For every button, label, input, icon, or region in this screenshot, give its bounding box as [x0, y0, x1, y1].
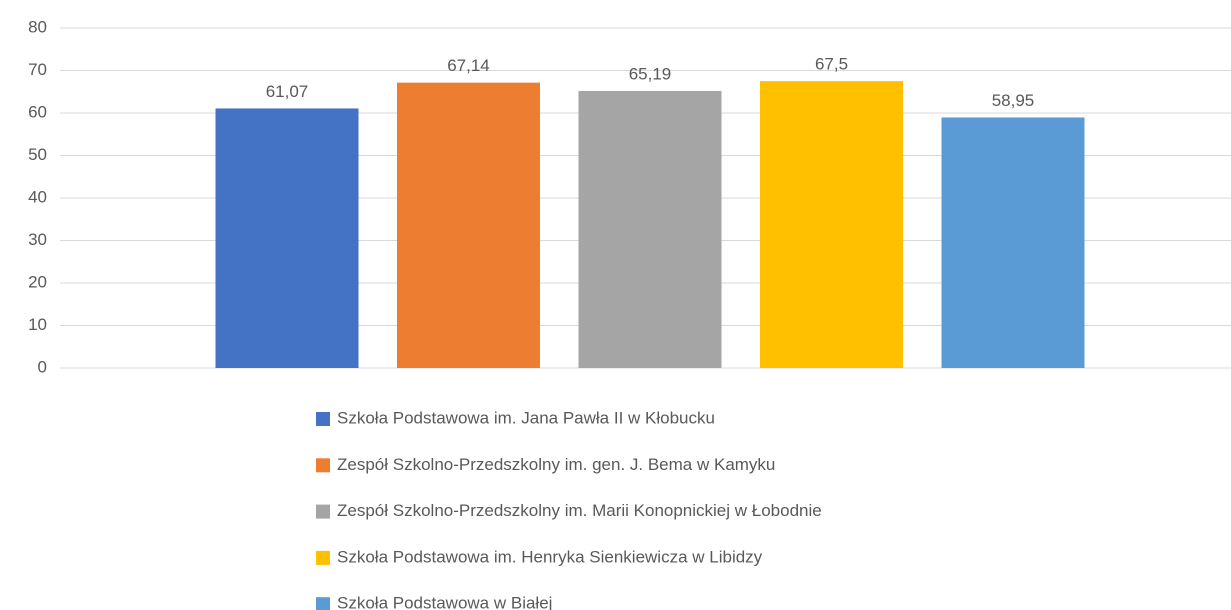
legend-label: Zespół Szkolno-Przedszkolny im. Marii Ko… [337, 501, 822, 520]
y-tick-label: 20 [28, 272, 47, 291]
y-tick-label: 70 [28, 60, 47, 79]
y-tick-label: 30 [28, 230, 47, 249]
legend-label: Szkoła Podstawowa im. Jana Pawła II w Kł… [337, 408, 715, 427]
legend-swatch [316, 458, 330, 473]
bar [760, 81, 903, 368]
legend-swatch [316, 550, 330, 565]
data-label: 67,5 [815, 55, 848, 74]
legend-swatch [316, 504, 330, 519]
data-label: 61,07 [266, 82, 309, 101]
y-tick-label: 10 [28, 315, 47, 334]
legend-swatch [316, 412, 330, 426]
legend-label: Szkoła Podstawowa w Białej [337, 594, 552, 610]
y-tick-label: 80 [28, 17, 47, 36]
y-tick-label: 0 [38, 357, 47, 376]
data-label: 58,95 [992, 91, 1035, 110]
bar [397, 82, 540, 368]
y-tick-label: 40 [28, 187, 47, 206]
legend-label: Zespół Szkolno-Przedszkolny im. gen. J. … [337, 455, 775, 474]
data-label: 67,14 [447, 56, 490, 75]
y-tick-label: 50 [28, 145, 47, 164]
legend-swatch [316, 597, 330, 610]
bar [215, 108, 359, 368]
data-label: 65,19 [629, 64, 672, 83]
legend-label: Szkoła Podstawowa im. Henryka Sienkiewic… [337, 547, 763, 566]
y-tick-label: 60 [28, 102, 47, 121]
bar [578, 90, 722, 368]
bar [941, 117, 1085, 369]
